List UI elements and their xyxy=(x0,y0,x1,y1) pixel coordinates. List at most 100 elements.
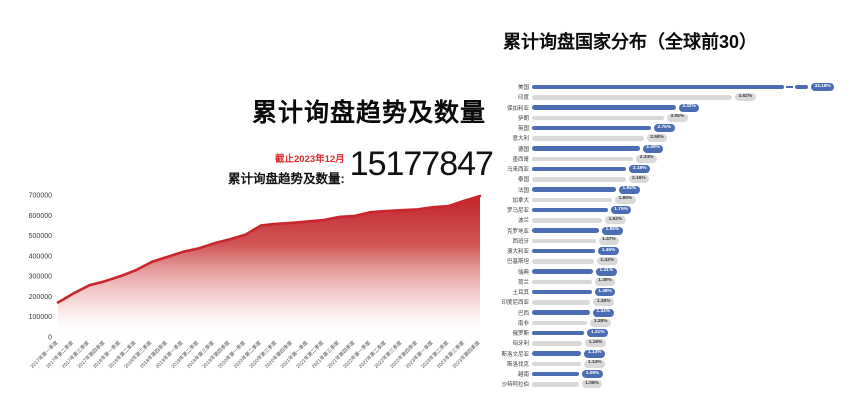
y-tick-label: 300000 xyxy=(29,274,52,281)
bar-row: 泰国 2.16% xyxy=(490,174,852,184)
country-label: 匈牙利 xyxy=(512,341,529,348)
value-badge: 1.85% xyxy=(615,195,636,204)
value-badge: 1.62% xyxy=(605,216,626,225)
bar-track: 1.21% xyxy=(532,329,852,338)
bar-row: 澳大利亚 1.46% xyxy=(490,246,852,256)
country-bar xyxy=(532,177,626,182)
bar-row: 斯洛文尼亚 1.14% xyxy=(490,349,852,359)
y-tick-label: 600000 xyxy=(29,213,52,220)
y-tick-label: 500000 xyxy=(29,233,52,240)
country-label: 西班牙 xyxy=(512,238,529,245)
bar-row: 瑞典 1.41% xyxy=(490,267,852,277)
bar-row: 加拿大 1.85% xyxy=(490,195,852,205)
bar-track: 2.16% xyxy=(532,175,852,184)
trend-line xyxy=(56,194,482,304)
y-tick-label: 100000 xyxy=(29,314,52,321)
country-bar xyxy=(532,187,616,192)
bar-row: 巴基斯坦 1.43% xyxy=(490,256,852,266)
bar-track: 2.75% xyxy=(532,124,852,133)
bar-track: 1.47% xyxy=(532,236,852,245)
bar-row: 印度 4.62% xyxy=(490,92,852,102)
bar-track: 1.62% xyxy=(532,216,852,225)
value-badge: 1.16% xyxy=(585,339,606,348)
value-badge: 33.18% xyxy=(811,83,835,92)
country-label: 俄罗斯 xyxy=(512,331,529,338)
bar-row: 土耳其 1.38% xyxy=(490,287,852,297)
bar-track: 1.85% xyxy=(532,195,852,204)
country-label: 瑞典 xyxy=(517,269,529,276)
axis-break-dash xyxy=(786,86,793,88)
country-bar xyxy=(532,341,583,346)
country-label: 印度尼西亚 xyxy=(501,300,529,307)
country-label: 保加利亚 xyxy=(506,105,529,112)
trend-area-chart: 0 100000 200000 300000 400000 500000 600000 700… xyxy=(29,193,482,370)
bar-overflow-segment xyxy=(795,84,808,90)
bar-track: 3.32% xyxy=(532,103,852,112)
bar-track: 1.28% xyxy=(532,318,852,327)
bar-track: 33.18% xyxy=(532,83,852,92)
country-bar xyxy=(532,95,732,100)
bar-row: 印度尼西亚 1.35% xyxy=(490,297,852,307)
bar-row: 俄罗斯 1.21% xyxy=(490,328,852,338)
country-bar xyxy=(532,125,651,131)
country-label: 土耳其 xyxy=(512,290,529,297)
country-bar xyxy=(532,156,634,162)
value-badge: 1.14% xyxy=(584,359,605,368)
bar-row: 保加利亚 3.32% xyxy=(490,103,852,113)
bar-row: 墨西哥 2.34% xyxy=(490,154,852,164)
country-label: 克罗地亚 xyxy=(506,228,529,235)
country-label: 意大利 xyxy=(512,136,529,143)
country-label: 墨西哥 xyxy=(512,156,529,163)
bar-track: 1.14% xyxy=(532,359,852,368)
country-bar xyxy=(532,166,627,172)
value-badge: 1.34% xyxy=(593,308,614,317)
bar-track: 4.62% xyxy=(532,93,852,102)
y-tick-label: 200000 xyxy=(29,294,52,301)
value-badge: 1.14% xyxy=(584,349,605,358)
bar-track: 1.55% xyxy=(532,226,852,235)
bar-row: 法国 1.94% xyxy=(490,185,852,195)
bar-track: 2.49% xyxy=(532,144,852,153)
country-bar xyxy=(532,228,600,233)
bar-row: 波兰 1.62% xyxy=(490,215,852,225)
country-bar xyxy=(532,218,603,223)
country-label: 德国 xyxy=(517,146,529,153)
country-label: 斯洛文尼亚 xyxy=(501,351,529,358)
value-badge: 1.38% xyxy=(594,277,616,286)
bar-track: 2.18% xyxy=(532,165,852,174)
country-bar xyxy=(532,330,585,336)
bar-track: 2.58% xyxy=(532,134,852,143)
country-bar xyxy=(532,361,582,367)
bar-row: 巴西 1.34% xyxy=(490,308,852,318)
country-bar xyxy=(532,136,644,141)
country-bar xyxy=(532,382,579,387)
country-bar xyxy=(532,146,640,151)
bar-track: 1.14% xyxy=(532,349,852,358)
bar-row: 荷兰 1.38% xyxy=(490,277,852,287)
country-bar xyxy=(532,320,588,326)
value-badge: 3.05% xyxy=(667,113,688,122)
country-label: 英国 xyxy=(517,126,529,133)
country-label: 斯洛伐克 xyxy=(506,361,529,368)
country-bar xyxy=(532,269,593,274)
value-badge: 1.08% xyxy=(581,380,603,389)
country-label: 伊朗 xyxy=(517,115,529,122)
value-badge: 3.32% xyxy=(678,103,700,112)
country-bar xyxy=(532,310,590,315)
bar-track: 1.94% xyxy=(532,185,852,194)
country-label: 马来西亚 xyxy=(506,167,529,174)
country-bar xyxy=(532,351,582,356)
bar-row: 越南 1.09% xyxy=(490,369,852,379)
country-bar xyxy=(532,105,676,110)
bar-row: 马来西亚 2.18% xyxy=(490,164,852,174)
bar-row: 匈牙利 1.16% xyxy=(490,338,852,348)
country-label: 荷兰 xyxy=(517,279,529,286)
bar-track: 1.38% xyxy=(532,277,852,286)
trend-stat-labels: 截止2023年12月 累计询盘趋势及数量: xyxy=(228,151,345,187)
bar-row: 斯洛伐克 1.14% xyxy=(490,359,852,369)
bar-row: 沙特阿拉伯 1.08% xyxy=(490,379,852,389)
country-bar xyxy=(532,289,592,295)
value-badge: 1.21% xyxy=(587,329,608,338)
bar-track: 1.34% xyxy=(532,308,852,317)
value-badge: 2.34% xyxy=(636,154,657,163)
